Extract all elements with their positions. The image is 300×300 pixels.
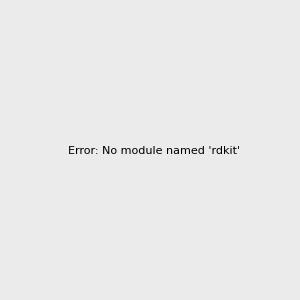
Text: Error: No module named 'rdkit': Error: No module named 'rdkit' [68,146,240,157]
